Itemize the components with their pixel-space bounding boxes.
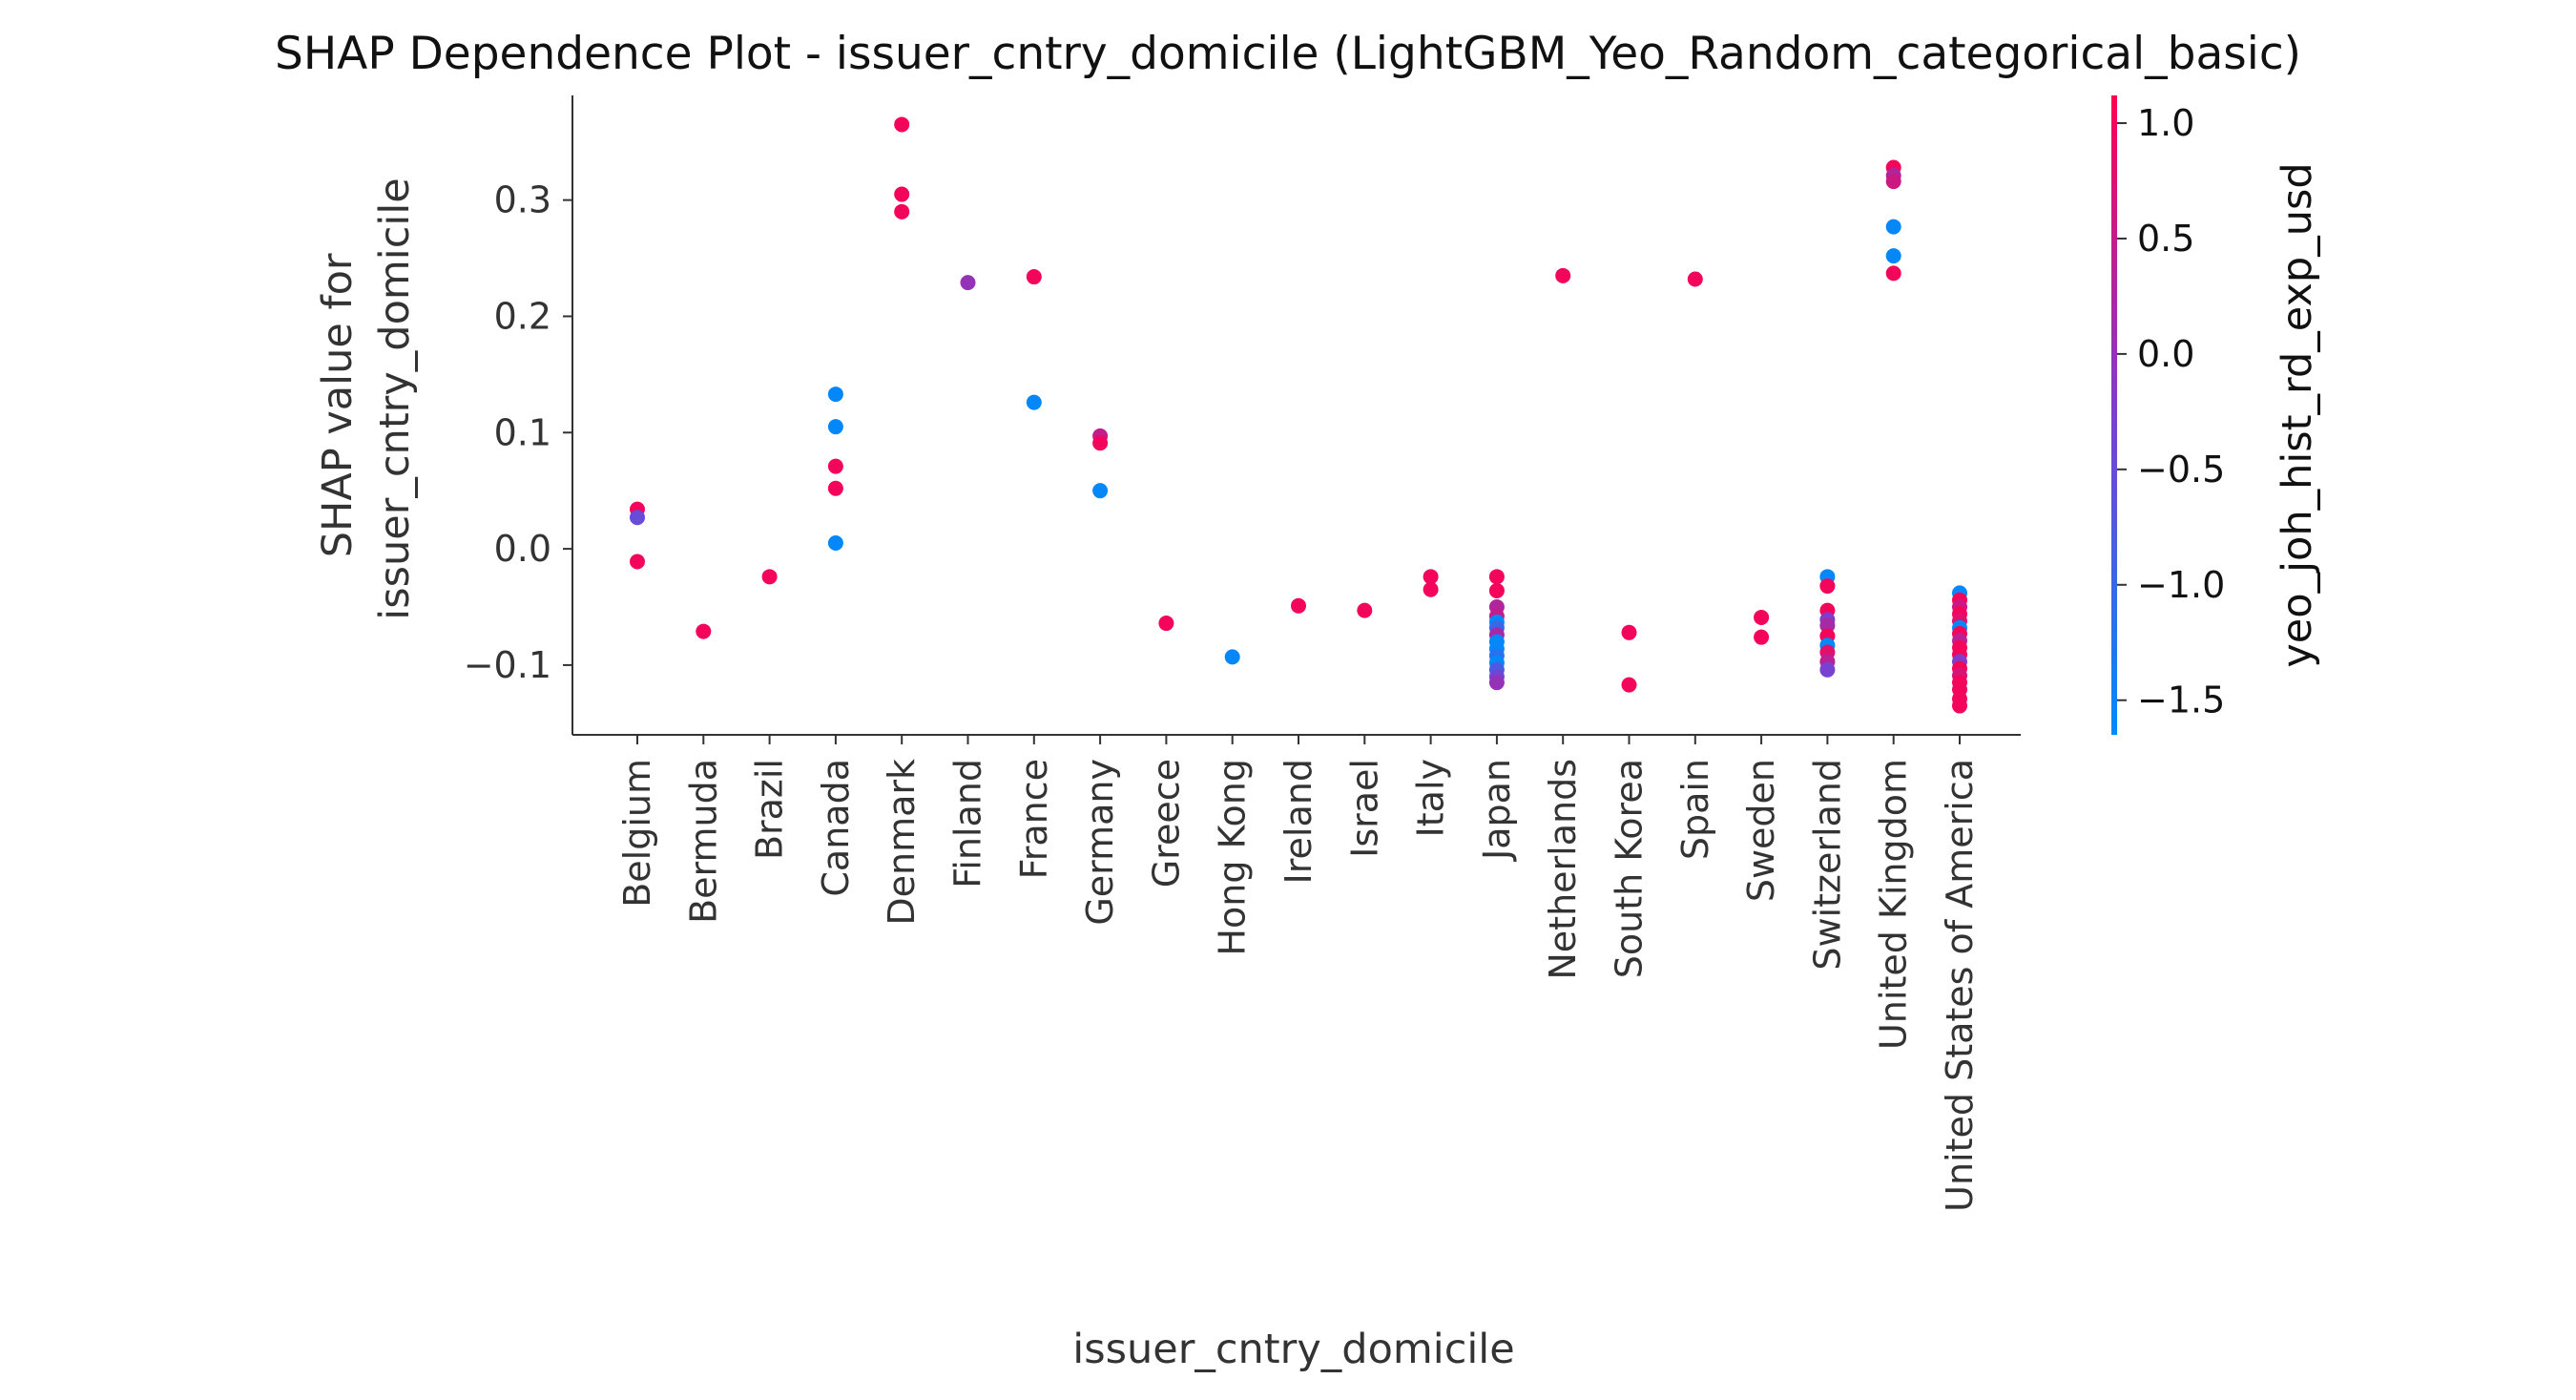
data-point <box>1423 569 1439 585</box>
x-tick-label: Brazil <box>749 759 791 860</box>
data-point <box>1357 602 1373 618</box>
x-tick-label: South Korea <box>1609 759 1651 978</box>
x-tick-label: France <box>1013 759 1055 879</box>
data-point <box>1885 248 1901 264</box>
data-point <box>827 458 843 474</box>
data-point <box>1092 435 1109 451</box>
data-point <box>894 116 910 133</box>
x-tick-label: Canada <box>815 759 857 897</box>
colorbar-gradient <box>2111 95 2117 735</box>
y-axis-label-line-2: issuer_cntry_domicile <box>371 178 419 619</box>
data-point <box>1423 581 1439 597</box>
colorbar-ticks: 1.0 0.5 0.0 −0.5 −1.0 −1.5 <box>2117 102 2225 721</box>
data-point <box>1621 624 1637 640</box>
x-tick-label: Hong Kong <box>1212 759 1254 956</box>
data-point <box>630 554 645 570</box>
y-tick-label: 0.0 <box>494 528 551 570</box>
data-point <box>1158 616 1174 632</box>
colorbar: 1.0 0.5 0.0 −0.5 −1.0 −1.5 yeo_joh_hist_rd_ex… <box>2111 95 2321 735</box>
colorbar-tick-label: 1.0 <box>2137 102 2194 144</box>
x-tick-label: Greece <box>1145 759 1187 888</box>
chart-title: SHAP Dependence Plot - issuer_cntry_domi… <box>275 28 2301 80</box>
x-tick-label: Netherlands <box>1542 759 1584 980</box>
x-tick-label: Denmark <box>881 759 923 926</box>
x-tick-label: United Kingdom <box>1873 759 1915 1050</box>
data-point <box>1885 174 1901 190</box>
x-tick-label: Ireland <box>1278 759 1319 884</box>
x-tick-label: Switzerland <box>1806 759 1848 971</box>
data-point <box>1488 569 1505 585</box>
colorbar-tick-label: −1.5 <box>2137 679 2225 721</box>
x-tick-label: Spain <box>1674 759 1716 860</box>
data-point <box>1488 582 1505 598</box>
y-tick-label: 0.2 <box>494 295 551 337</box>
y-axis-label-line-1: SHAP value for <box>314 253 362 557</box>
data-point <box>894 203 910 219</box>
data-point <box>1291 597 1306 614</box>
x-tick-label: Sweden <box>1740 759 1782 902</box>
x-tick-label: Italy <box>1410 759 1452 837</box>
data-point <box>1026 269 1042 285</box>
x-tick-label: Finland <box>947 759 989 888</box>
x-tick-label: Germany <box>1079 759 1121 926</box>
y-tick-label: 0.1 <box>494 411 551 453</box>
data-point <box>1819 617 1836 634</box>
y-tick-label: −0.1 <box>464 644 551 686</box>
data-point <box>1224 649 1240 665</box>
data-point <box>1754 609 1770 625</box>
colorbar-tick-label: 0.0 <box>2137 333 2194 375</box>
data-point <box>1819 661 1836 678</box>
y-axis-label: SHAP value for issuer_cntry_domicile <box>314 178 419 619</box>
data-point <box>761 569 778 585</box>
data-point <box>630 510 645 526</box>
colorbar-tick-label: −1.0 <box>2137 564 2225 606</box>
x-tick-label: Belgium <box>616 759 658 908</box>
data-point <box>1488 675 1505 691</box>
data-point <box>960 275 976 291</box>
data-point <box>696 623 712 639</box>
colorbar-label: yeo_joh_hist_rd_exp_usd <box>2274 162 2321 667</box>
data-point <box>1952 698 1967 714</box>
x-axis-label: issuer_cntry_domicile <box>1072 1326 1514 1373</box>
data-point <box>894 186 910 202</box>
data-point <box>1885 219 1901 235</box>
plot-area: −0.1 0.0 0.1 0.2 0.3 Belgium Bermuda Brazil Cana… <box>464 95 2021 1212</box>
data-point <box>1555 267 1571 283</box>
data-point <box>1819 578 1836 595</box>
data-point <box>827 419 843 435</box>
data-point <box>1092 483 1109 499</box>
data-point <box>827 535 843 551</box>
data-point <box>827 387 843 403</box>
colorbar-tick-label: −0.5 <box>2137 449 2225 491</box>
data-point <box>1621 677 1637 693</box>
data-point <box>1687 271 1703 287</box>
data-point <box>1754 629 1770 645</box>
x-tick-label: United States of America <box>1939 759 1981 1212</box>
x-tick-label: Bermuda <box>682 759 724 924</box>
colorbar-tick-label: 0.5 <box>2137 218 2194 260</box>
y-tick-label: 0.3 <box>494 179 551 221</box>
data-point <box>1026 394 1042 410</box>
data-point <box>827 480 843 496</box>
x-tick-label: Israel <box>1343 759 1385 858</box>
x-tick-label: Japan <box>1476 759 1518 862</box>
data-point <box>1885 265 1901 282</box>
